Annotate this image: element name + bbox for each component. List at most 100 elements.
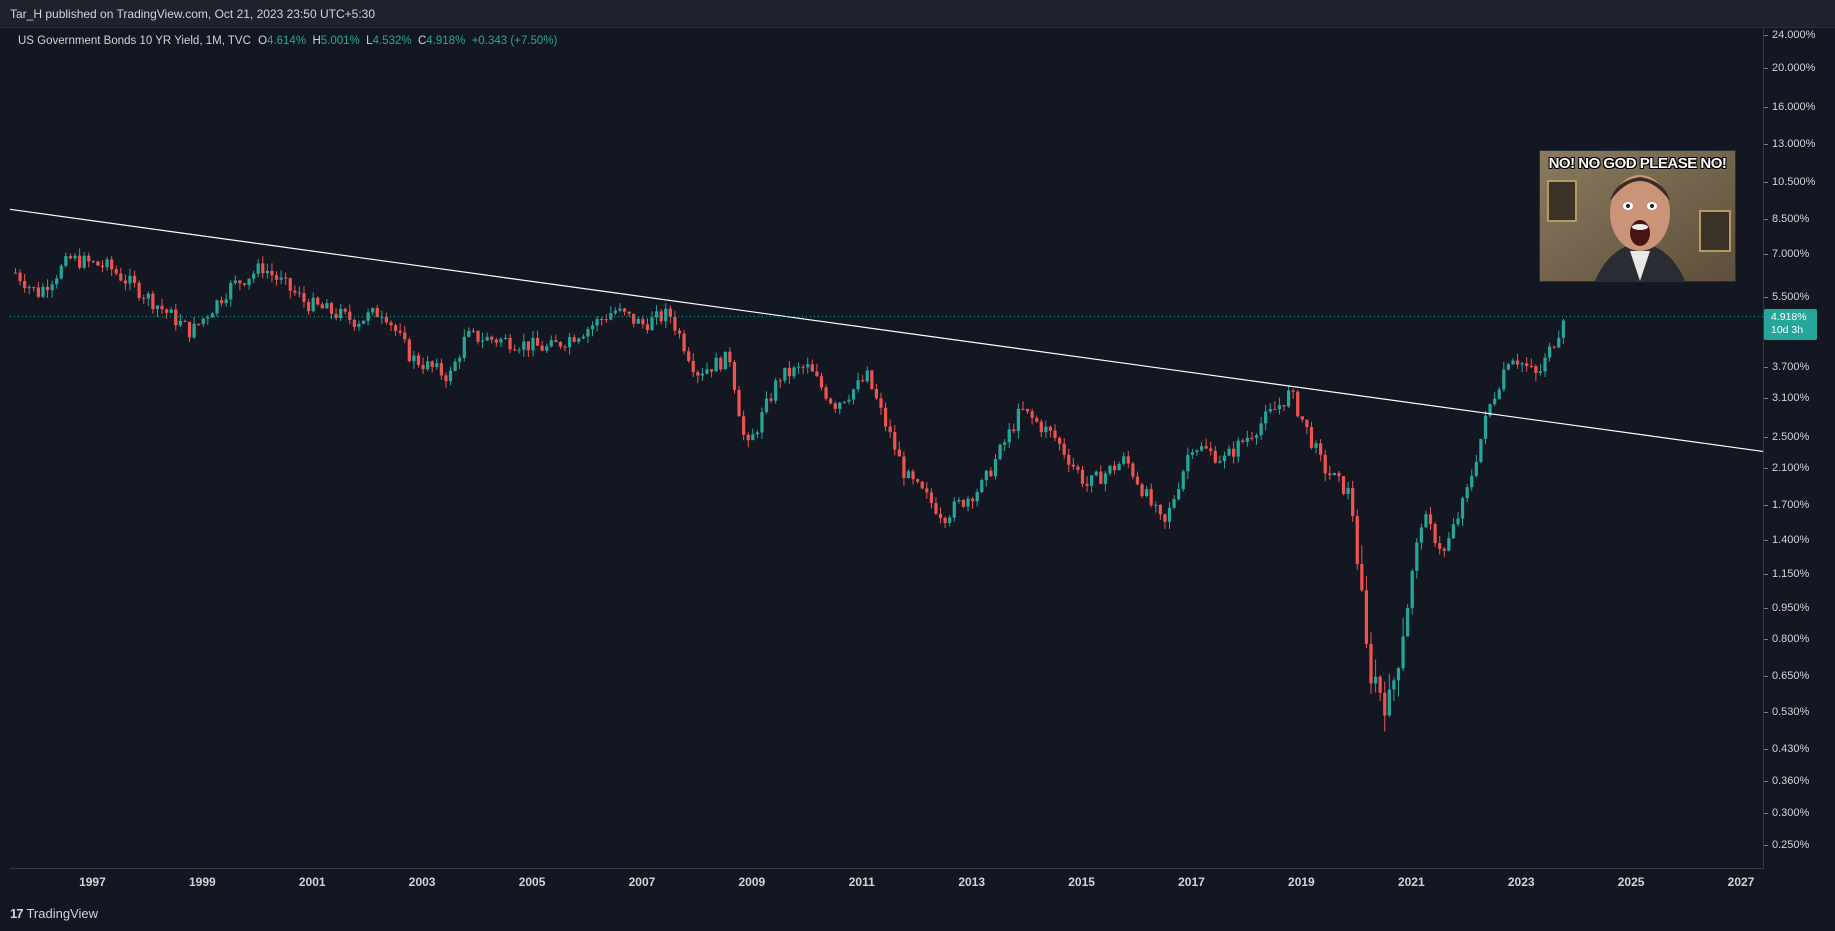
brand-label: TradingView xyxy=(26,906,99,921)
candle-body xyxy=(311,297,315,312)
candle-body xyxy=(416,355,421,365)
candle-body xyxy=(1273,409,1277,411)
candle-body xyxy=(1016,408,1020,432)
candle-body xyxy=(334,313,338,318)
candle-body xyxy=(636,319,640,324)
high-value: 5.001% xyxy=(320,35,360,47)
candle-body xyxy=(1428,514,1433,525)
candle-body xyxy=(1529,366,1533,368)
candle-body xyxy=(1479,438,1483,463)
candle-body xyxy=(792,367,796,377)
time-axis[interactable]: 1997 1999 2001 2003 2005 2007 2009 2011 2013 2015… xyxy=(10,869,1763,895)
candle-body xyxy=(242,283,247,285)
candle-body xyxy=(1245,437,1249,442)
trendline[interactable] xyxy=(9,208,1764,453)
candle-body xyxy=(829,398,833,404)
candle-body xyxy=(691,360,695,373)
candle-body xyxy=(682,333,686,352)
candle-body xyxy=(911,471,915,480)
candle-body xyxy=(1392,680,1396,690)
candle-body xyxy=(1332,472,1336,476)
candle-body xyxy=(1314,443,1318,448)
price-tick-label: 2.500% xyxy=(1763,430,1810,443)
candle-body xyxy=(1561,320,1565,338)
candle-body xyxy=(1497,389,1501,399)
candle-body xyxy=(879,398,883,408)
candle-body xyxy=(274,275,279,280)
meme-picture xyxy=(1540,151,1735,281)
candle-body xyxy=(1538,371,1543,373)
candle-body xyxy=(1117,463,1121,471)
candle-body xyxy=(1094,471,1098,476)
candle-body xyxy=(50,284,54,291)
candle-body xyxy=(448,370,453,382)
candle-body xyxy=(1488,404,1492,416)
candle-body xyxy=(1131,463,1135,477)
candle-body xyxy=(1250,437,1254,439)
candle-body xyxy=(966,498,970,507)
candle-body xyxy=(68,256,73,259)
candle-body xyxy=(1103,473,1107,484)
candle-body xyxy=(1557,337,1561,348)
candle-body xyxy=(110,259,114,270)
candle-body xyxy=(1369,643,1373,684)
candles-group xyxy=(13,248,1565,732)
candle-body xyxy=(329,303,334,314)
candle-body xyxy=(183,320,187,322)
candle-body xyxy=(1254,435,1259,438)
candle-body xyxy=(1080,469,1085,484)
bar-countdown: 10d 3h xyxy=(1771,323,1804,336)
candle-body xyxy=(316,297,320,305)
candle-body xyxy=(87,255,91,262)
candle-body xyxy=(554,340,558,343)
candle-body xyxy=(229,282,233,300)
candle-body xyxy=(1021,408,1025,410)
candle-body xyxy=(325,303,329,309)
candle-body xyxy=(641,319,645,325)
price-tick-label: 1.400% xyxy=(1763,533,1810,546)
candle-body xyxy=(723,351,727,370)
candle-body xyxy=(261,263,265,274)
candle-body xyxy=(531,337,535,351)
candle-body xyxy=(1460,498,1465,519)
candle-body xyxy=(746,434,750,441)
candle-body xyxy=(1419,527,1423,543)
candle-body xyxy=(1167,507,1172,522)
time-tick-label: 2017 xyxy=(1178,875,1205,889)
candle-body xyxy=(1438,543,1442,549)
candle-body xyxy=(1383,692,1387,716)
candle-body xyxy=(146,293,150,299)
candle-body xyxy=(865,370,869,382)
candle-body xyxy=(677,330,682,334)
chart-pane[interactable] xyxy=(10,28,1764,869)
candle-body xyxy=(806,364,810,368)
candle-body xyxy=(1071,464,1075,467)
candle-body xyxy=(1401,636,1405,669)
candle-body xyxy=(398,330,402,333)
candle-body xyxy=(485,336,489,341)
candle-body xyxy=(201,318,205,324)
price-axis[interactable]: 24.000% 20.000% 16.000% 13.000% 10.500% 8.500… xyxy=(1763,28,1835,869)
candle-body xyxy=(1140,484,1144,497)
candle-body xyxy=(1360,563,1364,591)
candle-body xyxy=(375,308,379,318)
candle-body xyxy=(1328,473,1332,476)
candle-body xyxy=(270,270,274,276)
price-tick-label: 1.150% xyxy=(1763,568,1810,581)
candle-body xyxy=(883,407,888,427)
candle-body xyxy=(142,297,146,299)
tradingview-brand[interactable]: 17 TradingView xyxy=(10,906,98,921)
price-tick-label: 7.000% xyxy=(1763,247,1810,260)
candle-body xyxy=(105,259,109,268)
candle-body xyxy=(256,263,260,274)
candle-body xyxy=(925,488,929,493)
candle-body xyxy=(801,366,805,368)
candle-body xyxy=(1282,405,1286,407)
meme-caption: NO! NO GOD PLEASE NO! xyxy=(1548,155,1727,172)
candle-body xyxy=(847,399,851,402)
candle-body xyxy=(1465,487,1469,499)
price-tick-label: 0.800% xyxy=(1763,632,1810,645)
candle-body xyxy=(1209,448,1213,451)
time-tick-label: 2013 xyxy=(958,875,986,889)
